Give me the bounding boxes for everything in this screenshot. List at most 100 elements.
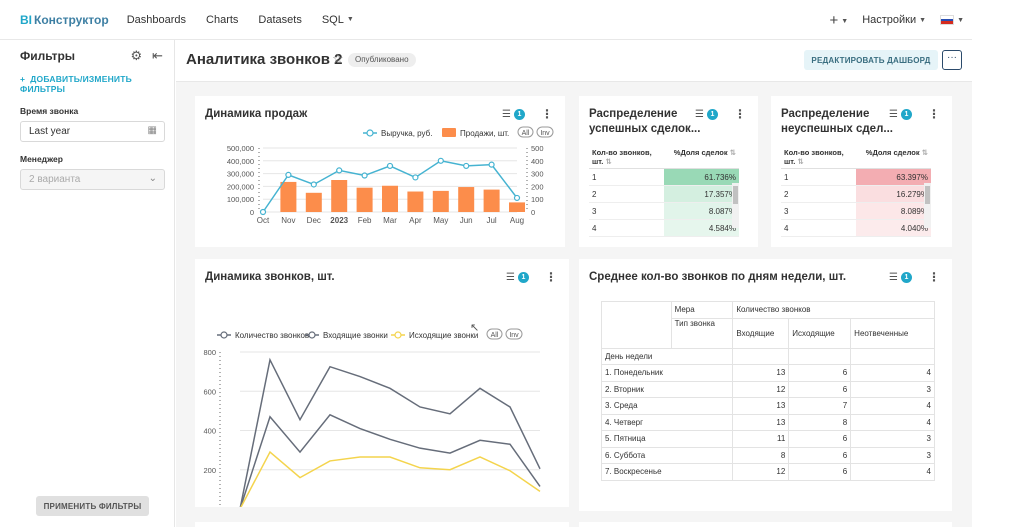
settings-menu[interactable]: Настройки ▼: [862, 14, 926, 26]
table-scrollbar[interactable]: [924, 183, 931, 228]
bar-sales: [483, 189, 500, 212]
point-revenue: [310, 181, 317, 188]
column-header-calls[interactable]: Кол-во звонков, шт. ⇅: [781, 146, 856, 169]
brand-bi: BI: [20, 12, 32, 27]
nav-charts[interactable]: Charts: [206, 13, 239, 26]
cell-share: 8.087%: [664, 202, 739, 220]
apply-filters-button[interactable]: ПРИМЕНИТЬ ФИЛЬТРЫ: [36, 496, 149, 516]
kebab-menu-icon[interactable]: ⋮: [734, 107, 746, 121]
filter-count-badge[interactable]: 1: [901, 108, 912, 120]
cell-day: 5. Пятница: [600, 430, 734, 448]
cell-value: 6: [788, 430, 852, 448]
table-row: 1 63.397%: [781, 168, 931, 186]
cell-value: 3: [850, 430, 935, 448]
cell-calls: 2: [781, 185, 856, 203]
calls-chart-title: Динамика звонков, шт.: [205, 271, 335, 283]
collapse-sidebar-icon[interactable]: ⇤: [152, 48, 163, 63]
measure-label: Мера: [670, 301, 734, 319]
bar-sales: [509, 202, 525, 212]
star-icon[interactable]: ☆: [332, 51, 344, 66]
call-time-select[interactable]: Last year ▦: [20, 121, 165, 142]
filter-count-badge[interactable]: 1: [514, 108, 525, 120]
sort-icon: ⇅: [797, 157, 804, 166]
fail-title-line1: Распределение: [781, 108, 870, 120]
kebab-menu-icon[interactable]: ⋮: [928, 107, 940, 121]
legend-inv-label: Inv: [540, 130, 550, 137]
legend-all-button[interactable]: [517, 126, 534, 138]
cell-value: 4: [850, 463, 935, 481]
column-header-share[interactable]: %Доля сделок ⇅: [856, 146, 931, 169]
column-header-calls[interactable]: Кол-во звонков, шт. ⇅: [589, 146, 664, 169]
legend-all-label: All: [491, 332, 499, 339]
y-right-tick-label: 200: [531, 182, 544, 191]
cell-value: 13: [732, 364, 790, 382]
manager-placeholder: 2 варианта: [29, 174, 81, 185]
point-revenue: [437, 157, 444, 164]
chevron-down-icon: ▼: [841, 18, 849, 26]
legend-inv-button[interactable]: [505, 328, 523, 340]
column-header-calls-label: Кол-во звонков, шт.: [592, 148, 652, 166]
x-tick-label: Nov: [281, 216, 295, 225]
column-header-share[interactable]: %Доля сделок ⇅: [664, 146, 739, 169]
x-tick-label: Feb: [358, 216, 372, 225]
legend-label: Исходящие звонки: [409, 331, 478, 340]
nav-dashboards[interactable]: Dashboards: [126, 13, 187, 26]
x-tick-label: Oct: [257, 216, 270, 225]
cell-value: 6: [788, 446, 852, 464]
cell-day: 6. Суббота: [600, 446, 734, 464]
cell-day: 2. Вторник: [600, 380, 734, 398]
table-scrollbar[interactable]: [732, 183, 739, 228]
legend-marker-revenue: [366, 129, 374, 137]
cell-value: 7: [788, 397, 852, 415]
filter-count-badge[interactable]: 1: [518, 271, 529, 283]
card-success-distribution: Распределение успешных сделок... ☰ 1 ⋮ К…: [579, 96, 758, 247]
table-row: 7. Воскресенье 12 6 4: [600, 463, 935, 481]
more-options-button[interactable]: ···: [942, 50, 962, 70]
brand-logo[interactable]: BI Конструктор: [20, 13, 109, 27]
kebab-menu-icon[interactable]: ⋮: [545, 270, 557, 284]
legend-marker-sales: [442, 128, 456, 137]
cell-day: 7. Воскресенье: [600, 463, 734, 481]
filter-icon[interactable]: ☰: [889, 271, 898, 283]
filter-count-badge[interactable]: 1: [901, 271, 912, 283]
x-tick-label: Dec: [307, 216, 321, 225]
bar-sales: [382, 185, 398, 212]
nav-datasets[interactable]: Datasets: [258, 13, 302, 26]
kebab-menu-icon[interactable]: ⋮: [928, 270, 940, 284]
language-menu[interactable]: ▼: [940, 15, 964, 25]
status-badge[interactable]: Опубликовано: [348, 53, 416, 67]
legend-inv-button[interactable]: [536, 126, 554, 138]
filter-icon[interactable]: ☰: [506, 271, 515, 283]
x-tick-label: Jun: [460, 216, 473, 225]
filter-icon[interactable]: ☰: [695, 108, 704, 120]
add-edit-filters-button[interactable]: + ДОБАВИТЬ/ИЗМЕНИТЬ ФИЛЬТРЫ: [20, 74, 174, 94]
card-fail-distribution: Распределение неуспешных сдел... ☰ 1 ⋮ К…: [771, 96, 952, 247]
measure-value: Количество звонков: [732, 301, 935, 319]
y-left-tick-label: 200,000: [227, 182, 254, 191]
mouse-cursor-icon: ↖: [470, 322, 480, 334]
cell-value: 13: [732, 397, 790, 415]
kebab-menu-icon[interactable]: ⋮: [541, 107, 553, 121]
gear-icon[interactable]: ⚙: [130, 48, 143, 63]
table-row: 6. Суббота 8 6 3: [600, 446, 935, 464]
card-sales: Динамика продаж ☰ 1 ⋮ Выручка, руб. Прода…: [195, 96, 565, 247]
nav-sql[interactable]: SQL ▼: [322, 14, 354, 26]
sales-chart-title: Динамика продаж: [205, 108, 308, 120]
edit-dashboard-button[interactable]: РЕДАКТИРОВАТЬ ДАШБОРД: [804, 50, 938, 70]
sort-icon: ⇅: [605, 157, 612, 166]
cell-value: 11: [732, 430, 790, 448]
filter-count-badge[interactable]: 1: [707, 108, 718, 120]
bar-sales: [305, 192, 322, 212]
cell-value: 4: [850, 397, 935, 415]
fail-title-line2: неуспешных сдел...: [781, 123, 893, 135]
day-header: День недели: [600, 347, 734, 365]
filter-icon[interactable]: ☰: [889, 108, 898, 120]
x-tick-label: 2023: [330, 216, 348, 225]
manager-select[interactable]: 2 варианта ⌄: [20, 169, 165, 190]
legend-all-button[interactable]: [486, 328, 503, 340]
filters-title: Фильтры: [20, 49, 76, 63]
table-row: 3. Среда 13 7 4: [600, 397, 935, 415]
new-item-menu[interactable]: + ▼: [829, 12, 848, 29]
cell-calls: 3: [781, 202, 856, 220]
filter-icon[interactable]: ☰: [502, 108, 511, 120]
